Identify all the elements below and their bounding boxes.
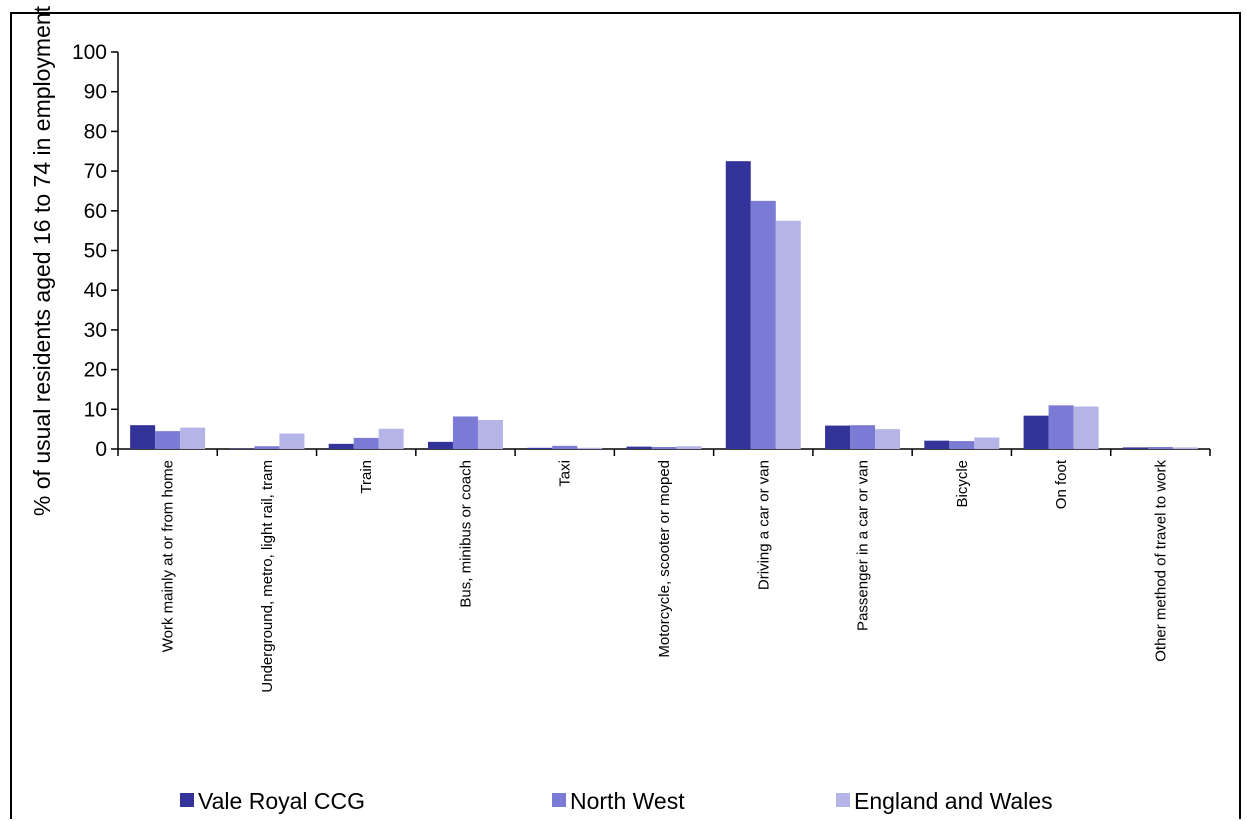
y-tick-label: 50 [84,240,107,263]
bar [850,425,876,449]
bar [651,447,677,449]
x-category-label: Bicycle [954,460,971,508]
y-tick-label: 10 [84,398,107,421]
x-category-label: Bus, minibus or coach [457,460,474,608]
bar [477,420,503,449]
bar [875,429,901,449]
x-category-label: Driving a car or van [755,460,772,590]
bar [155,431,181,449]
x-category-label: Other method of travel to work [1152,460,1169,662]
bar [552,445,578,449]
x-category-label: Train [358,460,375,494]
bar [1122,447,1148,449]
bar [452,416,478,449]
bar [180,427,206,449]
y-axis-label: % of usual residents aged 16 to 74 in em… [29,5,55,516]
bars [130,161,1198,450]
x-category-label: Underground, metro, light rail, tram [259,460,276,693]
legend-label: Vale Royal CCG [198,788,365,814]
bar [254,446,280,449]
y-tick-label: 100 [72,41,107,64]
bar [626,446,652,449]
bar [725,161,751,450]
y-tick-label: 80 [84,120,107,143]
x-category-label: On foot [1053,459,1070,509]
bar [775,220,801,449]
legend: Vale Royal CCG North West England and Wale… [180,788,1053,814]
bar [427,441,453,449]
bar [924,440,950,449]
legend-swatch [552,793,566,807]
bar [1147,447,1173,449]
bar [378,428,404,449]
bar [577,447,603,449]
y-tick-label: 70 [84,160,107,183]
legend-label: North West [570,788,685,814]
bar [353,437,379,449]
y-tick-label: 0 [95,438,107,461]
y-axis: 0 10 20 30 40 50 60 70 80 90 100 [72,41,119,461]
bar [328,443,354,449]
bar [974,437,1000,449]
bar [1073,406,1099,449]
bar [130,425,156,449]
chart-frame [10,12,1241,819]
x-category-label: Taxi [557,460,574,487]
legend-label: England and Wales [854,788,1053,814]
bar [1048,405,1074,449]
bar [825,425,851,449]
y-tick-label: 40 [84,279,107,302]
x-category-label: Motorcycle, scooter or moped [656,460,673,658]
legend-swatch [180,793,194,807]
y-tick-label: 90 [84,81,107,104]
x-category-label: Work mainly at or from home [160,460,177,652]
bar [676,446,702,449]
x-category-label: Passenger in a car or van [855,460,872,631]
bar [279,433,305,449]
y-tick-label: 30 [84,319,107,342]
bar [750,200,776,449]
bar [1172,447,1198,449]
bar [527,447,553,449]
x-axis: Work mainly at or from home Underground, … [117,448,1211,693]
bar [949,441,975,449]
legend-swatch [836,793,850,807]
y-tick-label: 60 [84,200,107,223]
bar [1023,415,1049,449]
y-tick-label: 20 [84,359,107,382]
